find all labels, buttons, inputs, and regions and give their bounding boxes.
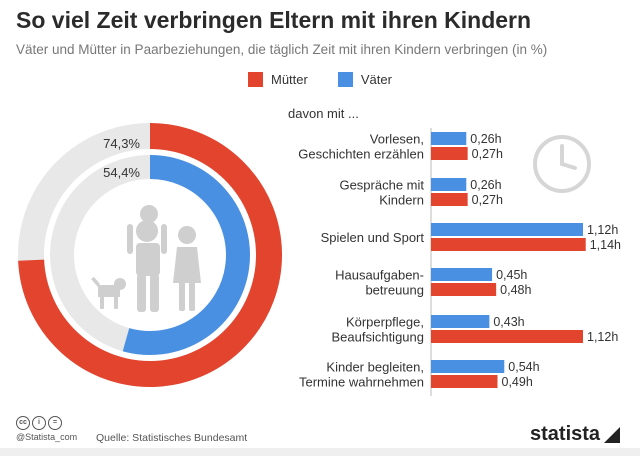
bar-value-label: 0,54h (508, 360, 539, 374)
category-label: Geschichten erzählen (298, 147, 424, 162)
bar-value-label: 0,49h (502, 375, 533, 389)
category-label: Hausaufgaben- (335, 268, 424, 283)
category-label: Körperpflege, (346, 315, 424, 330)
bar-value-label: 0,27h (472, 147, 503, 161)
bar-chart: Vorlesen,Geschichten erzählen0,26h0,27hG… (298, 132, 621, 390)
ring-arc-mothers (18, 123, 282, 387)
bar-fathers (431, 223, 583, 236)
footer-left: cc i = @Statista_com (16, 416, 77, 442)
footer-handle[interactable]: @Statista_com (16, 432, 78, 442)
bar-fathers (431, 315, 490, 328)
bar-value-label: 0,26h (470, 132, 501, 146)
bar-fathers (431, 360, 505, 373)
bar-fathers (431, 268, 493, 281)
cc-icon: cc (16, 416, 30, 430)
cc-icons: cc i = (16, 416, 77, 430)
statista-logo-text: statista (530, 423, 601, 445)
bar-mothers (431, 147, 468, 160)
family-icon (91, 205, 201, 312)
bar-mothers (431, 375, 498, 388)
statista-logo[interactable]: statista (530, 423, 621, 446)
page-subtitle: Väter und Mütter in Paarbeziehungen, die… (16, 42, 548, 57)
category-label: Beaufsichtigung (331, 330, 424, 345)
attribution-icon: i (32, 416, 46, 430)
ring-arc-fathers (122, 155, 250, 355)
footer-source: Quelle: Statistisches Bundesamt (96, 432, 248, 444)
clock-icon (533, 135, 591, 193)
bar-value-label: 0,27h (472, 193, 503, 207)
bar-fathers (431, 132, 467, 145)
noderivs-icon: = (48, 416, 62, 430)
statista-logo-mark (604, 426, 621, 443)
donut-rings: 74,3% 54,4% (18, 123, 282, 387)
bar-value-label: 1,12h (587, 223, 618, 237)
bar-value-label: 1,12h (587, 330, 618, 344)
ring-label-mothers: 74,3% (103, 136, 140, 151)
legend-label-mothers: Mütter (271, 72, 308, 87)
category-label: Spielen und Sport (321, 230, 425, 245)
bar-fathers (431, 178, 467, 191)
category-label: Kinder begleiten, (326, 360, 424, 375)
legend-item-mothers: Mütter (248, 72, 308, 87)
bar-mothers (431, 238, 586, 251)
category-label: Termine wahrnehmen (299, 375, 424, 390)
category-label: Vorlesen, (370, 132, 424, 147)
legend: Mütter Väter (248, 72, 422, 87)
bars-heading: davon mit ... (288, 106, 359, 121)
ring-label-fathers: 54,4% (103, 165, 140, 180)
legend-swatch-mothers (248, 72, 263, 87)
category-label: Gespräche mit (339, 178, 424, 193)
page-title: So viel Zeit verbringen Eltern mit ihren… (16, 7, 532, 33)
bar-mothers (431, 283, 497, 296)
legend-label-fathers: Väter (360, 72, 392, 87)
category-label: Kindern (379, 193, 424, 208)
legend-swatch-fathers (337, 72, 353, 87)
footer-strip (0, 448, 640, 456)
bar-value-label: 0,26h (470, 178, 501, 192)
bar-value-label: 1,14h (590, 238, 621, 252)
bar-mothers (431, 330, 583, 343)
legend-item-fathers: Väter (337, 72, 392, 87)
category-label: betreuung (365, 283, 424, 298)
bar-value-label: 0,45h (496, 268, 527, 282)
bar-value-label: 0,48h (500, 283, 531, 297)
bar-mothers (431, 193, 468, 206)
bar-value-label: 0,43h (493, 315, 524, 329)
